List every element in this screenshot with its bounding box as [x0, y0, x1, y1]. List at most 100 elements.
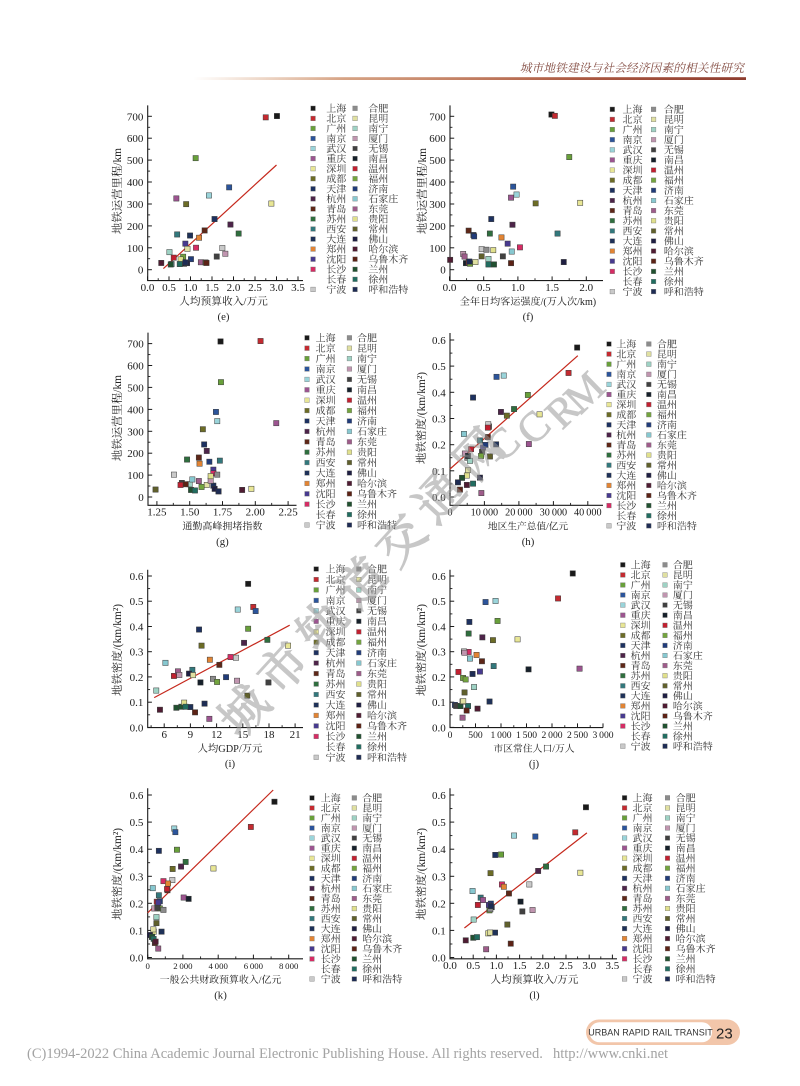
- svg-text:0.3: 0.3: [432, 414, 446, 426]
- svg-text:0: 0: [145, 961, 150, 971]
- svg-text:/(km/km²): /(km/km²): [416, 828, 428, 875]
- svg-text:6: 6: [161, 729, 167, 741]
- svg-text:600: 600: [429, 133, 446, 145]
- svg-text:/(km/km²): /(km/km²): [416, 372, 428, 419]
- svg-text:400: 400: [127, 404, 144, 416]
- svg-text:1.0: 1.0: [184, 282, 198, 294]
- svg-text:1.75: 1.75: [213, 507, 233, 519]
- svg-text:0: 0: [448, 730, 453, 741]
- svg-text:0.5: 0.5: [130, 596, 144, 608]
- svg-text:0.0: 0.0: [432, 953, 446, 965]
- svg-text:0.0: 0.0: [130, 953, 144, 965]
- svg-text:400: 400: [429, 177, 446, 189]
- svg-text:300: 300: [429, 199, 446, 211]
- svg-text:0.0: 0.0: [443, 960, 457, 972]
- svg-text:1 500: 1 500: [516, 730, 537, 741]
- svg-text:2.0: 2.0: [227, 282, 241, 294]
- svg-text:400: 400: [127, 177, 144, 189]
- svg-text:700: 700: [127, 339, 144, 351]
- svg-text:0.1: 0.1: [130, 697, 144, 709]
- svg-text:2.0: 2.0: [536, 960, 550, 972]
- svg-text:URBAN RAPID RAIL TRANSIT: URBAN RAPID RAIL TRANSIT: [588, 1028, 713, 1038]
- svg-text:2.25: 2.25: [278, 507, 298, 519]
- svg-text:/: /: [546, 522, 549, 533]
- svg-text:0.6: 0.6: [432, 335, 446, 347]
- svg-text:2 000: 2 000: [541, 730, 562, 741]
- svg-text:3.0: 3.0: [270, 282, 284, 294]
- svg-text:0.6: 0.6: [130, 571, 144, 583]
- svg-text:15: 15: [237, 729, 249, 741]
- svg-text:18: 18: [264, 729, 276, 741]
- svg-text:600: 600: [127, 361, 144, 373]
- svg-text:10 000: 10 000: [471, 508, 499, 519]
- svg-text:0.6: 0.6: [432, 790, 446, 802]
- svg-text:21: 21: [290, 729, 301, 741]
- svg-text:8 000: 8 000: [279, 961, 299, 971]
- svg-text:/: /: [259, 975, 262, 986]
- svg-text:23: 23: [716, 1026, 733, 1043]
- svg-text:http://www.cnki.net: http://www.cnki.net: [553, 1046, 668, 1062]
- svg-text:(i): (i): [225, 758, 236, 770]
- svg-text:0: 0: [440, 265, 446, 277]
- svg-text:/(km/km²): /(km/km²): [416, 604, 428, 651]
- svg-text:0.3: 0.3: [130, 647, 144, 659]
- svg-text:500: 500: [429, 155, 446, 167]
- svg-text:0.5: 0.5: [432, 596, 446, 608]
- svg-text:3.5: 3.5: [606, 960, 620, 972]
- svg-text:0.1: 0.1: [432, 697, 446, 709]
- svg-text:0.6: 0.6: [432, 571, 446, 583]
- svg-text:0.4: 0.4: [130, 844, 144, 856]
- svg-text:0.6: 0.6: [130, 790, 144, 802]
- svg-text:0.5: 0.5: [477, 282, 491, 294]
- svg-text:(e): (e): [218, 311, 230, 323]
- svg-text:0.2: 0.2: [432, 898, 446, 910]
- svg-text:2.00: 2.00: [246, 507, 266, 519]
- svg-text:1.5: 1.5: [205, 282, 219, 294]
- svg-text:0.3: 0.3: [432, 871, 446, 883]
- svg-text:200: 200: [429, 221, 446, 233]
- svg-text:(g): (g): [216, 536, 229, 548]
- svg-text:0.0: 0.0: [141, 282, 155, 294]
- svg-text:1 000: 1 000: [490, 730, 511, 741]
- svg-text:500: 500: [468, 730, 483, 741]
- svg-text:700: 700: [429, 111, 446, 123]
- svg-text:(j): (j): [529, 758, 540, 770]
- svg-text:/(km/km²): /(km/km²): [112, 828, 124, 875]
- svg-text:300: 300: [127, 426, 144, 438]
- svg-text:0.1: 0.1: [130, 925, 144, 937]
- svg-text:3.5: 3.5: [291, 282, 305, 294]
- svg-text:0.2: 0.2: [130, 672, 144, 684]
- svg-text:GDP/: GDP/: [218, 744, 242, 755]
- svg-text:/: /: [243, 296, 246, 308]
- svg-text:0.4: 0.4: [432, 622, 446, 634]
- svg-text:2.5: 2.5: [559, 960, 573, 972]
- svg-text:/: /: [552, 744, 555, 755]
- svg-text:3 000: 3 000: [592, 730, 613, 741]
- svg-text:(h): (h): [522, 536, 535, 548]
- svg-text:(C)1994-2022 China Academic Jo: (C)1994-2022 China Academic Journal Elec…: [27, 1046, 543, 1062]
- svg-text:0.4: 0.4: [432, 387, 446, 399]
- svg-text:0.5: 0.5: [432, 817, 446, 829]
- svg-text:0: 0: [138, 265, 144, 277]
- svg-text:500: 500: [127, 382, 144, 394]
- svg-text:0.4: 0.4: [130, 622, 144, 634]
- svg-text:200: 200: [127, 221, 144, 233]
- svg-text:/: /: [554, 975, 557, 986]
- svg-text:0.3: 0.3: [130, 871, 144, 883]
- svg-text:(f): (f): [523, 311, 534, 323]
- svg-text:600: 600: [127, 133, 144, 145]
- svg-text:200: 200: [127, 448, 144, 460]
- svg-text:0.5: 0.5: [432, 361, 446, 373]
- svg-text:0.5: 0.5: [162, 282, 176, 294]
- svg-text:0.0: 0.0: [443, 282, 457, 294]
- svg-text:3.0: 3.0: [582, 960, 596, 972]
- svg-text:700: 700: [127, 111, 144, 123]
- svg-text:4 000: 4 000: [209, 961, 229, 971]
- svg-text:500: 500: [127, 155, 144, 167]
- svg-text:1.50: 1.50: [180, 507, 200, 519]
- svg-text:0.2: 0.2: [432, 440, 446, 452]
- svg-text:/km): /km): [577, 297, 596, 308]
- svg-text:30 000: 30 000: [540, 508, 568, 519]
- svg-text:300: 300: [127, 199, 144, 211]
- svg-text:(k): (k): [214, 989, 227, 1001]
